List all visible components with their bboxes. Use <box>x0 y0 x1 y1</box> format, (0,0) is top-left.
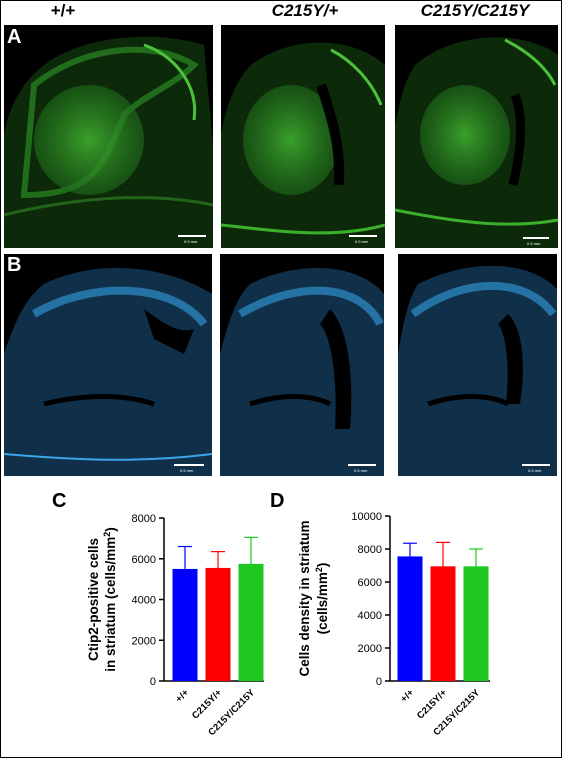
y-tick-label: 2000 <box>358 643 382 655</box>
y-tick-label: 0 <box>150 676 156 688</box>
scale-label: 0.5 mm <box>528 468 542 473</box>
chart-d-container: 0 2000 4000 6000 8000 10000 +/+ C215Y/+ C215Y/C2… <box>280 480 560 756</box>
scale-label: 0.5 mm <box>184 239 198 244</box>
y-tick-label: 6000 <box>132 554 156 566</box>
scale-bar <box>522 464 550 466</box>
brain-section-blue <box>220 267 384 476</box>
panel-label-d: D <box>270 490 285 512</box>
header-wildtype: +/+ <box>50 1 76 20</box>
header-homozygous: C215Y/C215Y <box>420 1 530 20</box>
bar <box>172 568 198 681</box>
scale-bar <box>349 235 377 237</box>
y-tick-label: 10000 <box>351 511 382 523</box>
brain-section-green <box>395 37 558 248</box>
micrograph-b-heterozygous: 0.5 mm <box>220 254 384 476</box>
y-axis-label-unit: in striatum (cells/mm <box>103 537 118 672</box>
bar <box>463 566 489 681</box>
bar-chart-ctip2: 02000400060008000+/+C215Y/+C215Y/C215YCt… <box>86 513 264 738</box>
panel-label-a: A <box>7 26 22 48</box>
micrograph-a-heterozygous: 0.5 mm <box>221 25 385 248</box>
bar <box>205 567 231 681</box>
y-axis-label-close: ) <box>103 527 118 532</box>
micrograph-b-homozygous: 0.5 mm <box>398 254 557 476</box>
scale-label: 0.5 mm <box>180 468 194 473</box>
y-axis-label-unit: (cells/mm <box>315 572 330 634</box>
y-tick-label: 2000 <box>132 635 156 647</box>
scale-bar <box>174 464 204 466</box>
brain-section-green <box>221 42 385 248</box>
micrograph-a-wildtype: 0.5 mm <box>4 25 213 248</box>
brain-section-blue <box>4 267 212 476</box>
chart-group: 0200040006000800010000+/+C215Y/+C215Y/C2… <box>297 511 490 738</box>
y-axis-label-superscript: 2 <box>314 567 324 572</box>
bar-chart-density: 0200040006000800010000+/+C215Y/+C215Y/C2… <box>297 511 490 738</box>
brain-section-blue <box>398 265 557 476</box>
scale-bar <box>523 237 549 239</box>
panel-label-b: B <box>7 254 22 276</box>
y-tick-label: 8000 <box>358 544 382 556</box>
y-axis-label-line2: in striatum (cells/mm2) <box>102 527 118 672</box>
bar <box>238 563 264 681</box>
chart-c-container: 0 2000 4000 6000 8000 +/+ C215Y/+ C215Y/C215Y Ct… <box>0 480 280 756</box>
scale-bar <box>178 235 206 237</box>
x-category-label: +/+ <box>399 687 417 705</box>
y-axis-label-close: ) <box>315 563 330 568</box>
panel-label-c: C <box>52 490 67 512</box>
y-tick-label: 8000 <box>132 513 156 525</box>
chart-group: 02000400060008000+/+C215Y/+C215Y/C215YCt… <box>86 513 264 738</box>
y-tick-label: 6000 <box>358 577 382 589</box>
y-axis-label-superscript: 2 <box>102 532 112 537</box>
bar <box>430 566 456 681</box>
scale-bar <box>348 464 376 466</box>
brain-section-green <box>4 36 213 248</box>
scale-label: 0.5 mm <box>527 241 541 246</box>
scale-label: 0.5 mm <box>354 468 368 473</box>
y-tick-label: 4000 <box>358 610 382 622</box>
header-heterozygous: C215Y/+ <box>271 1 339 20</box>
y-axis-label-line1: Cells density in striatum <box>297 520 312 676</box>
scale-label: 0.5 mm <box>355 239 369 244</box>
micrograph-b-wildtype: 0.5 mm <box>4 254 212 476</box>
y-axis-label-line2: (cells/mm2) <box>314 563 330 635</box>
y-tick-label: 0 <box>376 676 382 688</box>
bar <box>397 556 423 681</box>
micrograph-a-homozygous: 0.5 mm <box>395 25 558 248</box>
y-tick-label: 4000 <box>132 595 156 607</box>
y-axis-label-line1: Ctip2-positive cells <box>86 538 101 661</box>
x-category-label: +/+ <box>174 687 192 705</box>
